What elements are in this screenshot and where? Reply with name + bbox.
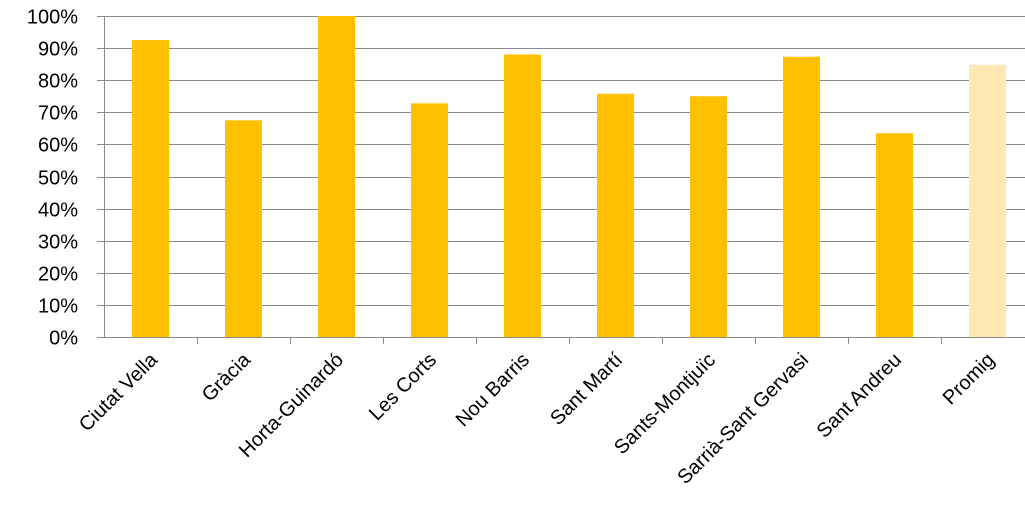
y-tick-label: 50% xyxy=(38,168,78,190)
y-tick-label: 60% xyxy=(38,135,78,157)
bar-ciutat-vella xyxy=(132,40,169,337)
bar-gr-cia xyxy=(225,120,262,337)
bar-sant-andreu xyxy=(876,133,913,337)
axes xyxy=(97,16,1025,344)
bar-les-corts xyxy=(411,103,448,337)
y-tick-label: 0% xyxy=(49,328,78,350)
bar-sant-mart- xyxy=(597,93,634,337)
y-tick-label: 30% xyxy=(38,232,78,254)
x-tick-label: Sant Andreu xyxy=(813,349,906,442)
bar-sants-montju-c xyxy=(690,96,727,337)
x-tick-label: Les Corts xyxy=(365,349,441,425)
y-tick-label: 20% xyxy=(38,264,78,286)
x-tick-label: Promig xyxy=(939,349,999,409)
x-tick-label: Gràcia xyxy=(198,348,256,406)
x-tick-label: Sant Martí xyxy=(546,349,627,430)
bar-promig xyxy=(969,64,1006,338)
y-tick-label: 80% xyxy=(38,71,78,93)
bar-horta-guinard- xyxy=(318,16,355,337)
x-tick-label: Ciutat Vella xyxy=(75,348,163,436)
bars xyxy=(132,16,1006,338)
y-tick-label: 100% xyxy=(27,7,78,29)
y-tick-labels: 0% 10% 20% 30% 40% 50% 60% 70% 80% 90% 100% xyxy=(27,7,78,350)
y-tick-label: 10% xyxy=(38,296,78,318)
y-tick-label: 40% xyxy=(38,200,78,222)
y-tick-label: 90% xyxy=(38,39,78,61)
y-tick-label: 70% xyxy=(38,103,78,125)
bar-nou-barris xyxy=(504,54,541,338)
x-tick-label: Nou Barris xyxy=(452,349,534,431)
bar-sarri-sant-gervasi xyxy=(783,56,820,337)
